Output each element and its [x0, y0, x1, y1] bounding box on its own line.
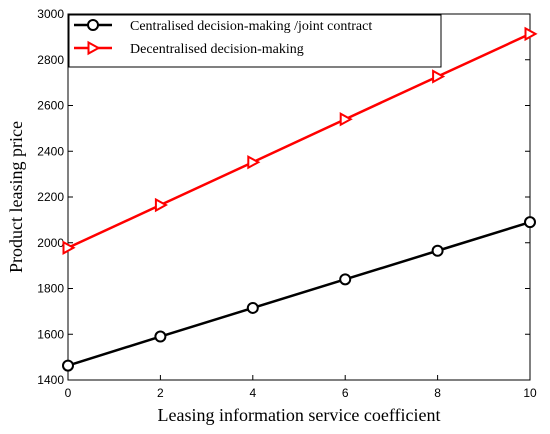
series-0-point: [524, 216, 536, 229]
y-axis: 1400 1600 1800 2000 2200 2400 2600 2800 3000: [37, 7, 530, 387]
legend-marker-symbol: [87, 40, 101, 56]
legend-marker-centralised: [87, 19, 99, 31]
series-0-point: [339, 273, 352, 286]
series-layer: [62, 26, 538, 372]
series-line-1: [67, 32, 531, 249]
plot-area: [67, 13, 531, 381]
y-tick-label: 1600: [37, 327, 64, 341]
x-tick-label: 0: [65, 386, 72, 400]
y-tick-label: 2800: [37, 53, 64, 67]
x-tick-label: 4: [249, 386, 256, 400]
series-1-point: [339, 112, 353, 127]
series-0-point: [246, 301, 259, 314]
series-1-point: [62, 240, 76, 255]
x-tick-label: 10: [523, 386, 537, 400]
legend-label-decentralised: Decentralised decision-making: [130, 42, 304, 57]
legend-label-centralised: Centralised decision-making /joint contr…: [130, 19, 372, 34]
legend-box: [68, 14, 442, 68]
series-line-0: [67, 220, 531, 367]
x-tick-label: 6: [342, 386, 349, 400]
legend-marker-decentralised: [87, 40, 101, 56]
x-tick-label: 8: [434, 386, 441, 400]
y-tick-label: 2600: [37, 99, 64, 113]
x-tick-label: 2: [157, 386, 164, 400]
y-tick-label: 1800: [37, 282, 64, 296]
series-0-point: [154, 330, 167, 343]
y-tick-label: 1400: [37, 373, 64, 387]
series-0-point: [62, 359, 74, 372]
y-tick-label: 2400: [37, 144, 64, 158]
series-1-point: [247, 155, 261, 170]
x-axis-title: Leasing information service coefficient: [157, 405, 440, 425]
series-1-point: [524, 26, 538, 42]
series-1-point: [432, 69, 446, 84]
y-tick-label: 2000: [37, 236, 64, 250]
y-tick-label: 2200: [37, 190, 64, 204]
y-axis-title: Product leasing price: [6, 121, 26, 273]
legend-marker-symbol: [87, 19, 99, 31]
series-0-point: [431, 244, 444, 257]
legend: Centralised decision-making /joint contr…: [68, 14, 442, 68]
series-1-point: [154, 197, 168, 213]
y-tick-label: 3000: [37, 7, 64, 21]
